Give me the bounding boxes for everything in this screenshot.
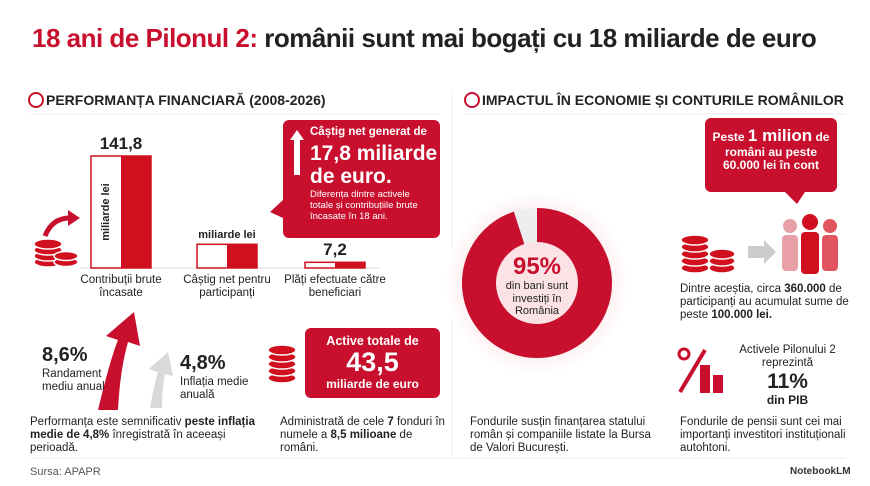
title: 18 ani de Pilonul 2: românii sunt mai bo… (32, 23, 817, 54)
text: Peste (712, 130, 748, 144)
header-marker (28, 92, 44, 108)
callout-note: Diferența dintre activele totale și cont… (310, 189, 418, 222)
percent-icon (677, 347, 723, 394)
category-label: Contribuții brute încasate (80, 274, 162, 300)
paragraph: Administrată de cele 7 fonduri în numele… (280, 416, 445, 456)
callout-text: Peste 1 milion de români au peste 60.000… (708, 126, 834, 173)
bar-value-label: 141,8 (99, 134, 143, 153)
text: fonduri în numele a (280, 416, 445, 442)
gdp-label: Activele Pilonului 2 reprezintă (739, 344, 836, 370)
text: de români au peste 60.000 lei în cont (722, 130, 830, 173)
text-bold: 7 (387, 416, 394, 428)
text: de români. (280, 429, 413, 455)
up-arrow-icon (290, 130, 304, 175)
arrow-head (68, 210, 80, 226)
callout-value: 17,8 miliarde (310, 142, 438, 165)
gdp-unit: din PIB (766, 393, 809, 407)
coins-icon (680, 234, 736, 274)
bar-unit-label: miliarde lei (100, 183, 112, 240)
section-header: PERFORMANȚA FINANCIARĂ (2008-2026) (46, 92, 326, 108)
inflation-label: Inflația medie anuală (180, 376, 249, 402)
coins-icon (33, 238, 79, 268)
brand: NotebookLM (790, 466, 851, 477)
assets-box (305, 328, 440, 398)
return-label: Randament mediu anual (42, 368, 105, 394)
bar (90, 155, 152, 269)
donut-segment (462, 208, 612, 358)
assets-label: Active totale de (326, 334, 419, 348)
text: Dintre aceștia, circa (680, 283, 785, 295)
source: Sursa: APAPR (30, 466, 101, 478)
bar-value-label: 7,2 (323, 240, 347, 260)
gdp-value: 11% (767, 370, 808, 393)
donut-value-label: 95% (512, 253, 562, 280)
right-arrow (748, 240, 776, 264)
callout-pointer (270, 200, 283, 218)
text: Performanța este semnificativ (30, 416, 185, 428)
inflation-arrow (149, 352, 173, 408)
category-label: Câștig net pentru participanți (183, 274, 271, 300)
text-bold: 8,5 milioane (330, 429, 397, 442)
return-value: 8,6% (42, 344, 88, 366)
section-header: IMPACTUL ÎN ECONOMIE ȘI CONTURILE ROMÂNI… (482, 92, 844, 108)
paragraph: Fondurile de pensii sunt cei mai importa… (680, 416, 846, 455)
title-rest: românii sunt mai bogați cu 18 miliarde d… (257, 23, 817, 53)
text-bold: 100.000 lei. (711, 309, 773, 322)
callout-value: de euro. (310, 165, 392, 188)
text: Administrată de cele (280, 416, 388, 428)
paragraph: Dintre aceștia, circa 360.000 de partici… (680, 283, 850, 323)
text-bold: peste inflația medie de 4,8% (30, 416, 255, 442)
header-marker (464, 92, 480, 108)
paragraph: Fondurile susțin finanțarea statului rom… (470, 416, 651, 455)
category-label: Plăți efectuate către beneficiari (284, 274, 386, 300)
return-arrow (98, 312, 140, 410)
inflation-value: 4,8% (180, 352, 226, 374)
curved-arrow (42, 215, 71, 238)
bar (196, 243, 258, 269)
callout-box (705, 118, 837, 192)
callout-pointer (785, 192, 805, 204)
coins-icon (267, 344, 297, 384)
title-lead: 18 ani de Pilonul 2: (32, 23, 258, 53)
donut-label: din bani sunt investiți în România (505, 280, 569, 318)
text-bold: 1 milion (747, 126, 813, 145)
bar (304, 261, 366, 269)
text-bold: 360.000 (784, 283, 826, 295)
text: de participanți au acumulat sume de pest… (680, 283, 849, 322)
assets-unit: miliarde de euro (326, 377, 419, 391)
assets-value: 43,5 (346, 347, 399, 377)
callout-text: Câștig net generat de (310, 126, 427, 138)
text: înregistrată în aceeași perioadă. (30, 429, 226, 455)
callout-box (283, 120, 440, 238)
people-icon (782, 214, 838, 274)
bar-unit-label: miliarde lei (198, 229, 256, 242)
paragraph: Performanța este semnificativ peste infl… (30, 416, 258, 456)
